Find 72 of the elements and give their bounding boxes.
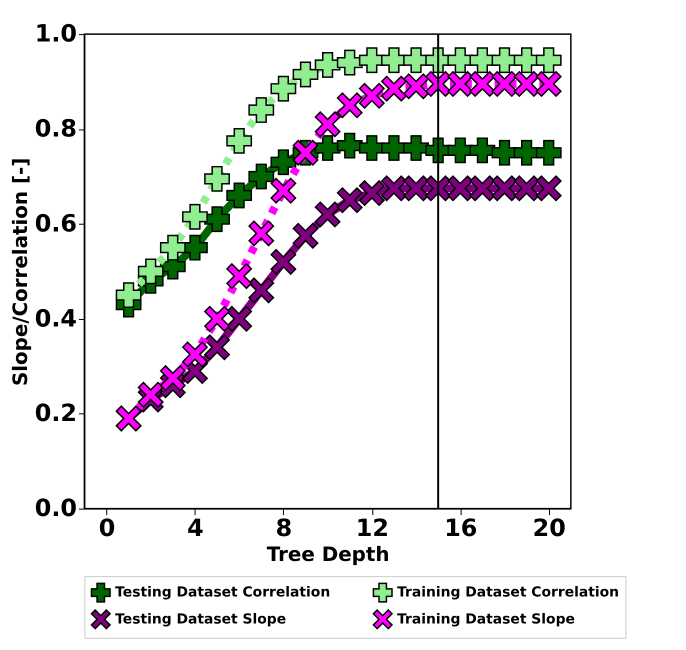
- point: [336, 92, 363, 118]
- point: [358, 82, 385, 109]
- point: [336, 50, 363, 76]
- point: [536, 175, 562, 202]
- point: [536, 71, 562, 97]
- point: [226, 128, 252, 154]
- point: [536, 140, 562, 166]
- point: [248, 164, 274, 190]
- point: [204, 306, 230, 332]
- point: [182, 342, 208, 368]
- point: [514, 175, 540, 202]
- point: [314, 111, 341, 138]
- legend-label: Testing Dataset Correlation: [115, 584, 330, 601]
- point: [160, 365, 186, 392]
- point: [248, 277, 274, 304]
- point: [492, 71, 518, 97]
- point: [492, 175, 518, 202]
- point: [403, 135, 429, 161]
- legend-label: Testing Dataset Slope: [115, 611, 286, 628]
- point: [292, 222, 318, 249]
- point: [270, 248, 296, 275]
- point: [314, 202, 341, 228]
- y-tick-label: 0.6: [34, 209, 77, 238]
- point: [425, 71, 452, 97]
- x-tick-label: 8: [276, 514, 292, 542]
- point: [226, 263, 252, 290]
- point: [248, 97, 274, 123]
- point: [358, 180, 385, 206]
- point: [182, 204, 208, 230]
- point: [270, 178, 296, 204]
- point: [314, 52, 341, 78]
- x-tick-label: 0: [98, 514, 116, 542]
- point: [336, 132, 363, 159]
- point: [381, 76, 407, 102]
- point: [336, 187, 363, 214]
- x-axis-title: Tree Depth: [266, 542, 390, 566]
- point: [514, 71, 540, 97]
- point: [248, 220, 274, 246]
- point: [138, 382, 164, 408]
- legend-label: Training Dataset Correlation: [397, 584, 620, 601]
- y-tick-label: 0.8: [34, 114, 77, 142]
- point: [403, 175, 429, 202]
- point: [469, 137, 496, 164]
- y-tick-label: 0.4: [34, 304, 77, 332]
- point: [425, 175, 452, 202]
- point: [292, 62, 318, 88]
- point: [270, 76, 296, 102]
- y-tick-label: 1.0: [34, 20, 77, 48]
- point: [204, 334, 230, 360]
- point: [381, 175, 407, 202]
- x-tick-label: 4: [187, 514, 204, 542]
- point: [469, 175, 496, 202]
- y-tick-label: 0.2: [34, 399, 77, 428]
- point: [116, 282, 142, 308]
- point: [270, 149, 296, 176]
- point: [403, 73, 429, 100]
- y-axis-title: Slope/Correlation [-]: [8, 158, 32, 386]
- point: [160, 234, 186, 261]
- point: [469, 71, 496, 97]
- point: [138, 258, 164, 284]
- point: [226, 306, 252, 332]
- point: [204, 206, 230, 232]
- legend-label: Training Dataset Slope: [397, 611, 575, 628]
- x-tick-label: 20: [532, 514, 566, 542]
- point: [447, 175, 474, 202]
- y-tick-label: 0.0: [34, 494, 77, 522]
- point: [204, 166, 230, 192]
- x-tick-label: 12: [356, 514, 389, 542]
- point: [226, 182, 252, 208]
- x-tick-label: 16: [444, 514, 478, 542]
- point: [536, 47, 562, 74]
- point: [447, 71, 474, 97]
